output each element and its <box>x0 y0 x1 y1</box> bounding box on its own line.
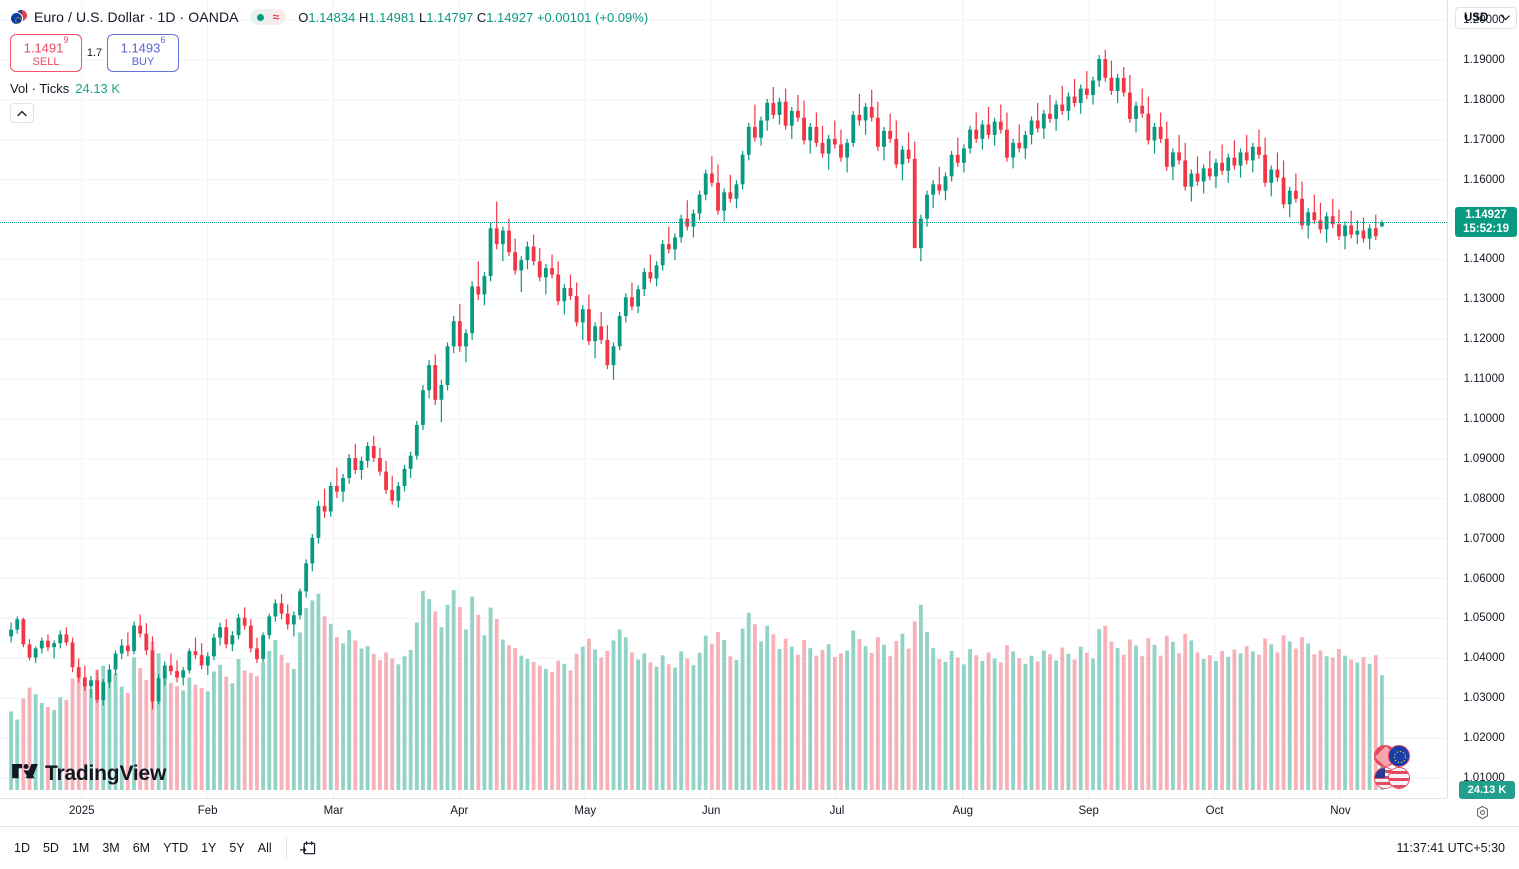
price-tick: 1.01000 <box>1463 772 1505 785</box>
price-tick: 1.17000 <box>1463 133 1505 146</box>
date-range-button[interactable] <box>295 835 321 861</box>
time-tick: May <box>574 805 597 817</box>
price-tick: 1.12000 <box>1463 333 1505 346</box>
time-tick: Mar <box>323 805 344 817</box>
current-price-value: 1.14927 <box>1465 209 1507 222</box>
range-button-6m[interactable]: 6M <box>127 835 156 861</box>
time-tick: Sep <box>1078 805 1099 817</box>
tradingview-logo-icon <box>12 764 38 779</box>
price-tick: 1.16000 <box>1463 173 1505 186</box>
chevron-down-icon <box>1501 15 1510 21</box>
tradingview-watermark: TradingView <box>12 762 166 786</box>
range-button-3m[interactable]: 3M <box>96 835 125 861</box>
currency-selector[interactable]: USD <box>1455 7 1517 29</box>
price-tick: 1.18000 <box>1463 93 1505 106</box>
ohlc-high-value: 1.14981 <box>368 9 416 25</box>
volume-legend[interactable]: Vol · Ticks 24.13 K <box>10 81 648 96</box>
tradingview-logo-text: TradingView <box>45 762 167 785</box>
price-tick: 1.11000 <box>1463 373 1505 386</box>
time-tick: 2025 <box>68 805 95 817</box>
buy-label: BUY <box>131 55 155 68</box>
range-button-all[interactable]: All <box>252 835 278 861</box>
sell-button[interactable]: 1.14919 SELL <box>10 34 82 72</box>
chart-settings-button[interactable] <box>1471 801 1493 823</box>
range-button-ytd[interactable]: YTD <box>157 835 194 861</box>
price-tick: 1.03000 <box>1463 692 1505 705</box>
ohlc-low-value: 1.14797 <box>426 9 474 25</box>
usd-flag-badge-icon <box>1388 767 1410 789</box>
current-price-countdown: 15:52:19 <box>1462 223 1510 236</box>
current-price-line <box>0 222 1447 224</box>
time-tick: Apr <box>450 805 469 817</box>
collapse-pane-button[interactable] <box>10 103 34 123</box>
price-tick: 1.10000 <box>1463 412 1505 425</box>
time-tick: Aug <box>952 805 974 817</box>
market-status-pill[interactable]: ≈ <box>249 9 287 25</box>
clock-display: 11:37:41 UTC+5:30 <box>1396 841 1505 855</box>
range-button-1d[interactable]: 1D <box>8 835 36 861</box>
range-button-5d[interactable]: 5D <box>37 835 65 861</box>
price-tick: 1.09000 <box>1463 452 1505 465</box>
time-tick: Jul <box>829 805 845 817</box>
range-button-1m[interactable]: 1M <box>66 835 95 861</box>
time-tick: Oct <box>1205 805 1224 817</box>
price-tick: 1.14000 <box>1463 253 1505 266</box>
buy-price: 1.14936 <box>120 35 166 56</box>
chevron-up-icon <box>17 110 27 116</box>
price-tick: 1.07000 <box>1463 532 1505 545</box>
price-tick: 1.02000 <box>1463 732 1505 745</box>
time-axis[interactable]: 2025 Feb Mar Apr May Jun Jul Aug Sep Oct Nov <box>0 798 1447 826</box>
price-tick: 1.04000 <box>1463 652 1505 665</box>
gear-icon <box>1476 805 1488 819</box>
time-tick: Feb <box>197 805 218 817</box>
price-axis[interactable]: USD 1.14927 15:52:19 24.13 K 1.20000 1.19… <box>1447 0 1519 799</box>
pair-flag-badges <box>1374 745 1416 791</box>
price-tick: 1.13000 <box>1463 293 1505 306</box>
ohlc-close-label: C <box>476 9 487 25</box>
eurusd-flag-pair-icon <box>10 8 28 26</box>
buy-button[interactable]: 1.14936 BUY <box>107 34 179 72</box>
volume-badge[interactable]: 24.13 K <box>1459 781 1515 799</box>
range-button-5y[interactable]: 5Y <box>223 835 250 861</box>
volume-legend-value: 24.13 K <box>75 81 121 96</box>
ohlc-values: O1.14834 H1.14981 L1.14797 C1.14927 +0.0… <box>298 10 648 25</box>
sell-label: SELL <box>32 55 60 68</box>
price-tick: 1.19000 <box>1463 53 1505 66</box>
range-button-1y[interactable]: 1Y <box>195 835 222 861</box>
time-tick: Jun <box>701 805 721 817</box>
ohlc-change-pct: (+0.09%) <box>595 9 649 25</box>
time-tick: Nov <box>1330 805 1351 817</box>
chart-canvas[interactable]: TradingView <box>0 0 1447 798</box>
ohlc-change: +0.00101 <box>536 9 592 25</box>
spread-value: 1.7 <box>86 47 103 59</box>
ohlc-open-value: 1.14834 <box>308 9 356 25</box>
market-open-dot-icon <box>256 13 264 21</box>
symbol-title[interactable]: Euro / U.S. Dollar · 1D · OANDA <box>34 9 239 25</box>
range-buttons: 1D 5D 1M 3M 6M YTD 1Y 5Y All <box>0 835 278 861</box>
ohlc-low-label: L <box>418 9 427 25</box>
price-tick: 1.06000 <box>1463 572 1505 585</box>
ohlc-high-label: H <box>358 9 369 25</box>
bottom-toolbar: 1D 5D 1M 3M 6M YTD 1Y 5Y All 11:37:41 UTC+5:30 <box>0 826 1519 869</box>
date-range-icon <box>299 840 316 854</box>
candlestick-plot[interactable] <box>0 0 1447 798</box>
tilde-icon: ≈ <box>272 10 280 24</box>
volume-legend-label: Vol · Ticks <box>10 81 70 96</box>
legend-symbol-row: Euro / U.S. Dollar · 1D · OANDA ≈ O1.148… <box>10 6 648 28</box>
chart-legend: Euro / U.S. Dollar · 1D · OANDA ≈ O1.148… <box>10 6 648 123</box>
current-price-badge[interactable]: 1.14927 15:52:19 <box>1455 207 1517 238</box>
ohlc-open-label: O <box>298 9 309 25</box>
trade-quotes-row: 1.14919 SELL 1.7 1.14936 BUY <box>10 34 648 72</box>
sell-price: 1.14919 <box>23 35 69 56</box>
ohlc-close-value: 1.14927 <box>486 9 534 25</box>
price-tick: 1.05000 <box>1463 612 1505 625</box>
toolbar-divider <box>285 838 287 858</box>
eur-flag-badge-icon <box>1388 745 1410 767</box>
currency-value: USD <box>1464 12 1489 24</box>
price-tick: 1.20000 <box>1463 13 1505 26</box>
price-tick: 1.08000 <box>1463 492 1505 505</box>
